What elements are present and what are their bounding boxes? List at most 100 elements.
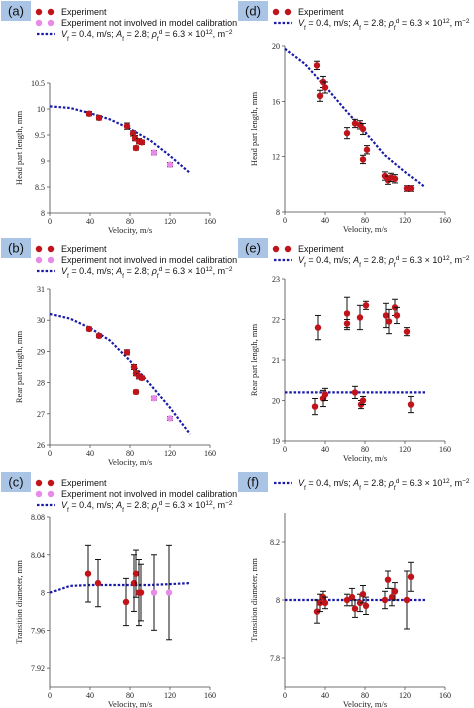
legend-experiment-swatch (284, 8, 292, 16)
x-tick-label: 40 (321, 691, 329, 700)
x-tick-label: 160 (204, 217, 216, 226)
point-marker (84, 570, 92, 577)
series-experiment (311, 296, 415, 416)
point-marker (385, 318, 393, 325)
y-tick-label: 27 (37, 410, 45, 419)
point-marker (356, 314, 364, 321)
y-tick-label: 7.96 (31, 626, 45, 635)
y-tick-label: 28 (37, 379, 45, 388)
x-tick-label: 80 (361, 691, 369, 700)
data-point (356, 304, 364, 331)
x-axis-label: Velocity, m/s (343, 453, 387, 463)
x-tick-label: 0 (48, 217, 52, 226)
y-tick-label: 7.92 (31, 664, 45, 673)
point-marker (165, 589, 173, 596)
legend-not_involved-label: Experiment not involved in model calibra… (61, 255, 237, 265)
x-tick-label: 40 (321, 216, 329, 225)
data-point (403, 327, 411, 337)
x-tick-label: 80 (126, 449, 134, 458)
data-point (381, 590, 389, 610)
legend-experiment-swatch (47, 479, 55, 487)
point-marker (321, 599, 329, 607)
data-point (85, 325, 93, 333)
legend-not_involved-swatch (47, 490, 55, 498)
data-point (391, 582, 399, 601)
point-marker (343, 320, 351, 327)
data-point (391, 174, 399, 184)
legend-model-label: Vf = 0.4, m/s; Af = 2.8; ρfd = 6.3 × 101… (298, 18, 470, 32)
legend-model-label: Vf = 0.4, m/s; Af = 2.8; ρfd = 6.3 × 101… (61, 29, 233, 43)
y-axis-label: Rear part length, mm (14, 330, 24, 403)
data-point (122, 577, 130, 627)
x-tick-label: 120 (164, 449, 176, 458)
series-experiment (85, 325, 146, 396)
data-point (321, 81, 329, 94)
legend-item-model: Vf = 0.4, m/s; Af = 2.8; ρfd = 6.3 × 101… (274, 255, 470, 269)
legend-experiment-swatch (272, 245, 280, 253)
x-axis-label: Velocity, m/s (108, 225, 152, 235)
data-point (132, 144, 140, 152)
panel-letter-box (238, 238, 268, 258)
data-point (362, 300, 370, 310)
data-point (130, 363, 138, 371)
point-marker (137, 589, 145, 596)
data-point (95, 332, 103, 339)
series-not-involved (150, 395, 174, 422)
y-tick-label: 12 (272, 153, 280, 162)
panel-letter-box (1, 472, 31, 492)
x-tick-label: 160 (204, 691, 216, 700)
point-marker (94, 579, 102, 587)
legend-item-not_involved: Experiment not involved in model calibra… (35, 18, 237, 28)
data-point (359, 154, 367, 165)
point-marker (123, 349, 131, 356)
y-axis-label: Head part length, mm (14, 111, 24, 186)
x-axis-label: Velocity, m/s (108, 699, 152, 708)
legend-not_involved-swatch (35, 19, 43, 27)
data-point (321, 596, 329, 610)
y-tick-label: 10 (37, 105, 45, 114)
panel-letter: (b) (8, 241, 24, 256)
data-point (407, 185, 415, 192)
point-marker (316, 92, 324, 100)
x-tick-label: 120 (399, 691, 411, 700)
data-point (351, 385, 359, 399)
x-tick-label: 0 (283, 691, 287, 700)
legend-model-label: Vf = 0.4, m/s; Af = 2.8; ρfd = 6.3 × 101… (298, 255, 470, 269)
legend-item-experiment: Experiment (272, 244, 344, 254)
y-tick-label: 8 (276, 596, 280, 605)
point-marker (138, 139, 146, 146)
legend-not_involved-swatch (47, 19, 55, 27)
data-point (385, 308, 393, 335)
y-tick-label: 9 (41, 157, 45, 166)
legend-experiment-label: Experiment (298, 244, 344, 254)
data-point (407, 395, 415, 414)
model-curve (49, 105, 191, 174)
data-point (150, 149, 158, 156)
x-tick-label: 80 (126, 691, 134, 700)
model-curve (284, 47, 426, 188)
legend-experiment-swatch (35, 245, 43, 253)
point-marker (132, 570, 140, 577)
y-tick-label: 31 (37, 285, 45, 294)
y-tick-label: 8.2 (270, 538, 280, 547)
legend-item-not_involved: Experiment not involved in model calibra… (35, 489, 237, 499)
x-tick-label: 40 (321, 445, 329, 454)
legend-experiment-label: Experiment (61, 7, 107, 17)
x-tick-label: 0 (283, 445, 287, 454)
y-axis-label: Rear part length, mm (249, 323, 259, 396)
point-marker (388, 593, 396, 601)
legend-item-model: Vf = 0.4, m/s; Af = 2.8; ρfd = 6.3 × 101… (37, 500, 233, 514)
point-marker (359, 125, 367, 133)
legend-experiment-swatch (35, 479, 43, 487)
data-point (359, 122, 367, 136)
panel-letter: (d) (245, 4, 261, 19)
data-point (363, 145, 371, 155)
series-experiment (313, 60, 415, 192)
data-point (84, 544, 92, 603)
y-tick-label: 8 (41, 589, 45, 598)
point-marker (359, 591, 367, 598)
legend-experiment-swatch (272, 8, 280, 16)
